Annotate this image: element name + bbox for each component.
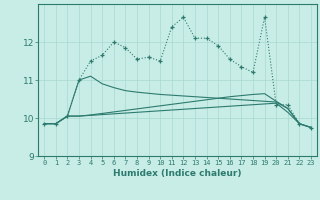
X-axis label: Humidex (Indice chaleur): Humidex (Indice chaleur) — [113, 169, 242, 178]
